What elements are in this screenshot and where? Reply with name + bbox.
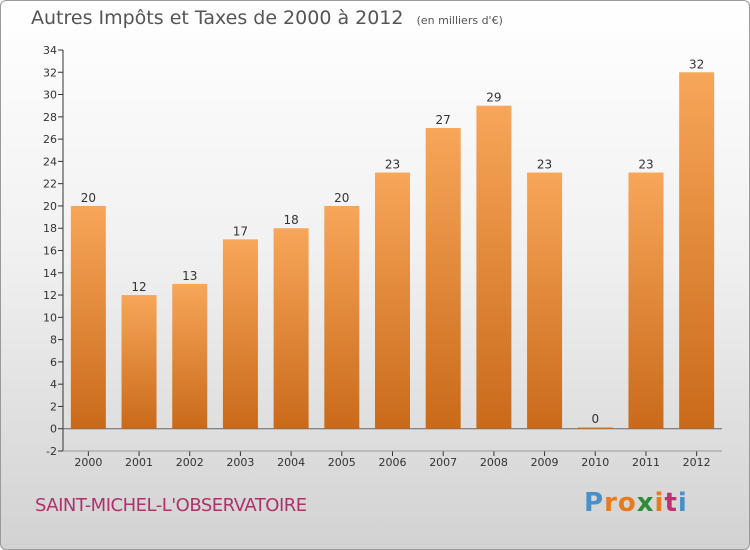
y-tick-label: 6 xyxy=(50,356,57,369)
x-tick-label: 2001 xyxy=(125,456,153,469)
data-label: 23 xyxy=(638,158,653,172)
y-tick-label: 12 xyxy=(43,289,57,302)
bar xyxy=(527,172,563,429)
data-label: 20 xyxy=(81,191,96,205)
y-tick-label: 28 xyxy=(43,111,57,124)
bar xyxy=(222,239,258,429)
data-label: 12 xyxy=(131,280,146,294)
logo-letter: P xyxy=(584,488,605,518)
x-tick-label: 2012 xyxy=(683,456,711,469)
x-tick-label: 2004 xyxy=(277,456,305,469)
data-label: 20 xyxy=(334,191,349,205)
logo-letter: r xyxy=(604,488,618,518)
chart-subtitle: (en milliers d'€) xyxy=(416,14,503,27)
logo-letter: x xyxy=(636,488,655,518)
y-tick-label: 4 xyxy=(50,378,57,391)
data-label: 13 xyxy=(182,269,197,283)
data-label: 32 xyxy=(689,57,704,71)
y-tick-label: -2 xyxy=(46,445,57,458)
x-tick-label: 2009 xyxy=(531,456,559,469)
bar xyxy=(324,205,360,429)
logo-letter: i xyxy=(654,488,665,518)
y-tick-label: 30 xyxy=(43,89,57,102)
data-label: 17 xyxy=(233,224,248,238)
y-tick-label: 26 xyxy=(43,133,57,146)
y-tick-label: 24 xyxy=(43,155,57,168)
proxiti-logo: Proxiti xyxy=(584,488,688,518)
bar xyxy=(628,172,664,429)
x-tick-label: 2011 xyxy=(632,456,660,469)
bar xyxy=(375,172,410,429)
y-tick-label: 34 xyxy=(43,44,57,57)
x-tick-label: 2005 xyxy=(328,456,356,469)
y-tick-label: 16 xyxy=(43,245,57,258)
bar xyxy=(476,105,512,429)
data-label: 27 xyxy=(436,113,451,127)
data-label: 23 xyxy=(385,158,400,172)
logo-letter: i xyxy=(677,488,688,518)
x-tick-label: 2000 xyxy=(74,456,102,469)
bar xyxy=(679,72,715,429)
y-tick-label: 32 xyxy=(43,66,57,79)
bar xyxy=(121,295,157,429)
chart-title: Autres Impôts et Taxes de 2000 à 2012 xyxy=(31,7,404,29)
bar xyxy=(273,228,309,429)
x-tick-label: 2008 xyxy=(480,456,508,469)
y-tick-label: 18 xyxy=(43,222,57,235)
place-name: SAINT-MICHEL-L'OBSERVATOIRE xyxy=(35,495,307,516)
y-tick-label: 20 xyxy=(43,200,57,213)
logo-letter: o xyxy=(617,488,637,518)
bar xyxy=(425,127,461,429)
x-tick-label: 2002 xyxy=(176,456,204,469)
x-tick-label: 2003 xyxy=(226,456,254,469)
y-tick-label: 2 xyxy=(50,400,57,413)
chart-header: Autres Impôts et Taxes de 2000 à 2012 (e… xyxy=(31,7,503,29)
bar xyxy=(70,205,106,429)
data-label: 0 xyxy=(591,412,599,426)
x-tick-label: 2007 xyxy=(429,456,457,469)
y-tick-label: 22 xyxy=(43,178,57,191)
y-tick-label: 8 xyxy=(50,334,57,347)
y-tick-label: 14 xyxy=(43,267,57,280)
y-tick-label: 0 xyxy=(50,423,57,436)
y-tick-label: 10 xyxy=(43,311,57,324)
data-label: 18 xyxy=(283,213,298,227)
x-tick-label: 2006 xyxy=(379,456,407,469)
bar xyxy=(172,283,208,429)
bar xyxy=(577,427,613,429)
logo-letter: t xyxy=(664,488,678,518)
data-label: 29 xyxy=(486,91,501,105)
x-tick-label: 2010 xyxy=(581,456,609,469)
data-label: 23 xyxy=(537,158,552,172)
